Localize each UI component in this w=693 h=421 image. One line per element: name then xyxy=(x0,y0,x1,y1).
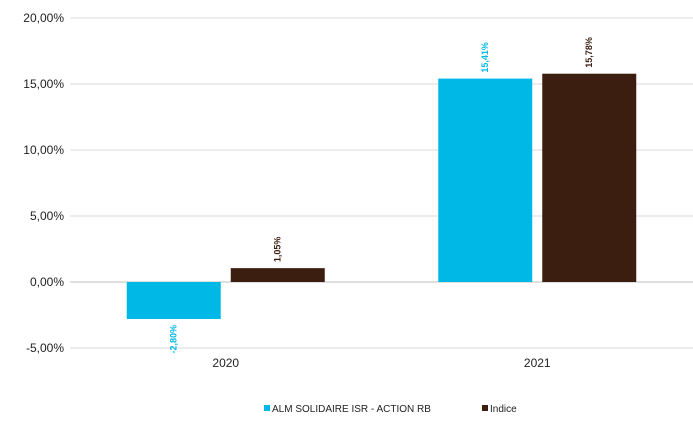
data-label: 1,05% xyxy=(273,237,283,263)
y-tick-label: 0,00% xyxy=(30,275,64,289)
bar-alm-solidaire-isr-action-rb-2021 xyxy=(438,78,533,282)
y-tick-label: 15,00% xyxy=(23,77,64,91)
bar-indice-2021 xyxy=(542,73,637,282)
legend-swatch xyxy=(264,405,270,411)
y-tick-label: -5,00% xyxy=(26,341,64,355)
y-tick-label: 5,00% xyxy=(30,209,64,223)
y-axis: -5,00% 0,00% 5,00% 10,00% 15,00% 20,00% xyxy=(23,11,64,355)
legend-label: Indice xyxy=(490,404,517,415)
bar-alm-solidaire-isr-action-rb-2020 xyxy=(126,282,221,319)
x-tick-label: 2021 xyxy=(524,356,551,370)
legend-swatch xyxy=(482,405,488,411)
x-tick-label: 2020 xyxy=(212,356,239,370)
legend: ALM SOLIDAIRE ISR - ACTION RB Indice xyxy=(264,404,517,415)
data-labels: -2,80% 1,05% 15,41% 15,78% xyxy=(169,37,595,353)
data-label: 15,78% xyxy=(584,37,594,68)
bar-indice-2020 xyxy=(230,268,325,282)
y-tick-label: 20,00% xyxy=(23,11,64,25)
legend-label: ALM SOLIDAIRE ISR - ACTION RB xyxy=(272,404,431,415)
x-axis: 2020 2021 xyxy=(212,356,551,370)
data-label: -2,80% xyxy=(169,325,179,354)
data-label: 15,41% xyxy=(480,42,490,73)
y-tick-label: 10,00% xyxy=(23,143,64,157)
bars xyxy=(126,73,637,319)
